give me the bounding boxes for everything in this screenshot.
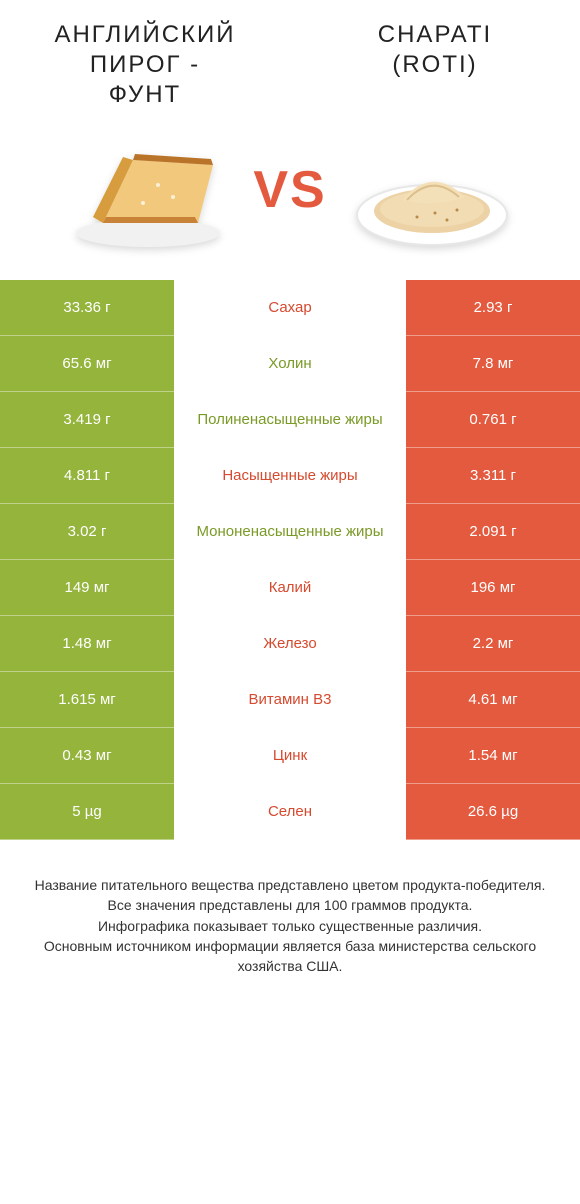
- value-right: 1.54 мг: [406, 728, 580, 784]
- title-right: CHAPATI (ROTI): [290, 0, 580, 90]
- pound-cake-icon: [63, 125, 233, 255]
- hero-row: VS: [0, 120, 580, 280]
- nutrient-label: Холин: [174, 336, 406, 392]
- food-image-right: [347, 125, 517, 255]
- value-right: 3.311 г: [406, 448, 580, 504]
- table-row: 1.48 мгЖелезо2.2 мг: [0, 616, 580, 672]
- value-left: 65.6 мг: [0, 336, 174, 392]
- table-row: 4.811 гНасыщенные жиры3.311 г: [0, 448, 580, 504]
- nutrient-label: Полиненасыщенные жиры: [174, 392, 406, 448]
- value-right: 4.61 мг: [406, 672, 580, 728]
- title-left: АНГЛИЙСКИЙ ПИРОГ - ФУНТ: [0, 0, 290, 120]
- nutrient-label: Витамин B3: [174, 672, 406, 728]
- value-right: 7.8 мг: [406, 336, 580, 392]
- food-image-left: [63, 125, 233, 255]
- table-row: 5 µgСелен26.6 µg: [0, 784, 580, 840]
- footer-line: Инфографика показывает только существенн…: [25, 916, 555, 936]
- value-left: 3.419 г: [0, 392, 174, 448]
- nutrient-label: Насыщенные жиры: [174, 448, 406, 504]
- value-left: 149 мг: [0, 560, 174, 616]
- table-row: 0.43 мгЦинк1.54 мг: [0, 728, 580, 784]
- value-right: 196 мг: [406, 560, 580, 616]
- nutrient-table: 33.36 гСахар2.93 г65.6 мгХолин7.8 мг3.41…: [0, 280, 580, 840]
- value-left: 4.811 г: [0, 448, 174, 504]
- infographic-root: АНГЛИЙСКИЙ ПИРОГ - ФУНТ CHAPATI (ROTI) V…: [0, 0, 580, 1001]
- table-row: 1.615 мгВитамин B34.61 мг: [0, 672, 580, 728]
- vs-label: VS: [233, 160, 346, 220]
- value-left: 33.36 г: [0, 280, 174, 336]
- footer-notes: Название питательного вещества представл…: [0, 840, 580, 1001]
- nutrient-label: Сахар: [174, 280, 406, 336]
- nutrient-label: Мононенасыщенные жиры: [174, 504, 406, 560]
- header: АНГЛИЙСКИЙ ПИРОГ - ФУНТ CHAPATI (ROTI): [0, 0, 580, 120]
- value-right: 26.6 µg: [406, 784, 580, 840]
- value-left: 3.02 г: [0, 504, 174, 560]
- table-row: 33.36 гСахар2.93 г: [0, 280, 580, 336]
- value-left: 5 µg: [0, 784, 174, 840]
- table-row: 3.02 гМононенасыщенные жиры2.091 г: [0, 504, 580, 560]
- value-right: 2.2 мг: [406, 616, 580, 672]
- footer-line: Основным источником информации является …: [25, 936, 555, 977]
- value-left: 1.48 мг: [0, 616, 174, 672]
- table-row: 3.419 гПолиненасыщенные жиры0.761 г: [0, 392, 580, 448]
- nutrient-label: Селен: [174, 784, 406, 840]
- roti-icon: [347, 125, 517, 255]
- footer-line: Название питательного вещества представл…: [25, 875, 555, 895]
- table-row: 149 мгКалий196 мг: [0, 560, 580, 616]
- table-row: 65.6 мгХолин7.8 мг: [0, 336, 580, 392]
- value-right: 0.761 г: [406, 392, 580, 448]
- value-right: 2.93 г: [406, 280, 580, 336]
- nutrient-label: Цинк: [174, 728, 406, 784]
- nutrient-label: Калий: [174, 560, 406, 616]
- value-right: 2.091 г: [406, 504, 580, 560]
- nutrient-label: Железо: [174, 616, 406, 672]
- value-left: 0.43 мг: [0, 728, 174, 784]
- value-left: 1.615 мг: [0, 672, 174, 728]
- footer-line: Все значения представлены для 100 граммо…: [25, 895, 555, 915]
